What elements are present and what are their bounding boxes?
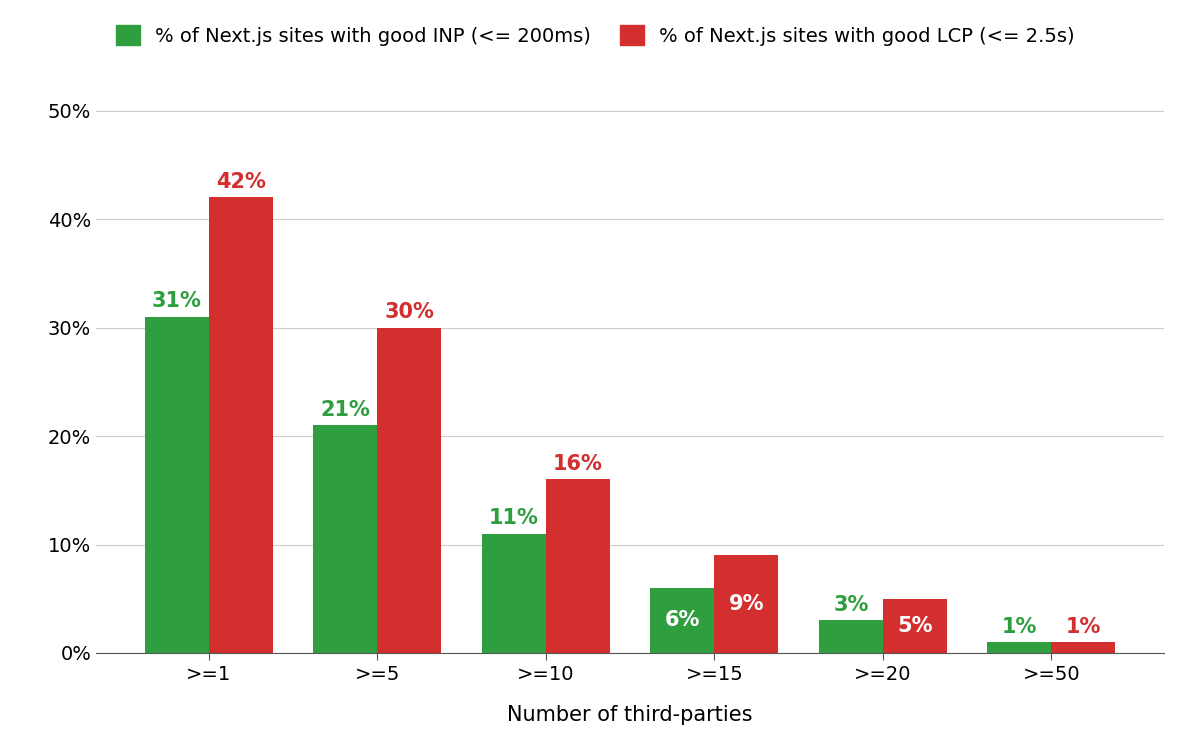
Text: 6%: 6% xyxy=(665,611,700,631)
Bar xyxy=(714,555,779,653)
Text: 16%: 16% xyxy=(553,454,602,474)
Bar xyxy=(481,533,546,653)
Text: 11%: 11% xyxy=(488,508,539,528)
Legend: % of Next.js sites with good INP (<= 200ms), % of Next.js sites with good LCP (<: % of Next.js sites with good INP (<= 200… xyxy=(116,25,1075,46)
Bar xyxy=(377,328,442,653)
Bar xyxy=(1051,642,1116,653)
Text: 1%: 1% xyxy=(1066,617,1102,637)
Bar xyxy=(883,599,947,653)
Bar xyxy=(313,425,377,653)
Text: 31%: 31% xyxy=(151,292,202,312)
Bar xyxy=(209,197,272,653)
Text: 21%: 21% xyxy=(320,400,370,420)
Text: 9%: 9% xyxy=(728,594,764,614)
Text: 42%: 42% xyxy=(216,172,265,192)
Text: 30%: 30% xyxy=(384,302,434,322)
Bar xyxy=(144,317,209,653)
Bar xyxy=(988,642,1051,653)
X-axis label: Number of third-parties: Number of third-parties xyxy=(508,705,752,725)
Text: 5%: 5% xyxy=(898,616,932,636)
Bar xyxy=(818,620,883,653)
Text: 1%: 1% xyxy=(1002,617,1037,637)
Bar xyxy=(546,479,610,653)
Bar xyxy=(650,588,714,653)
Text: 3%: 3% xyxy=(833,595,869,615)
